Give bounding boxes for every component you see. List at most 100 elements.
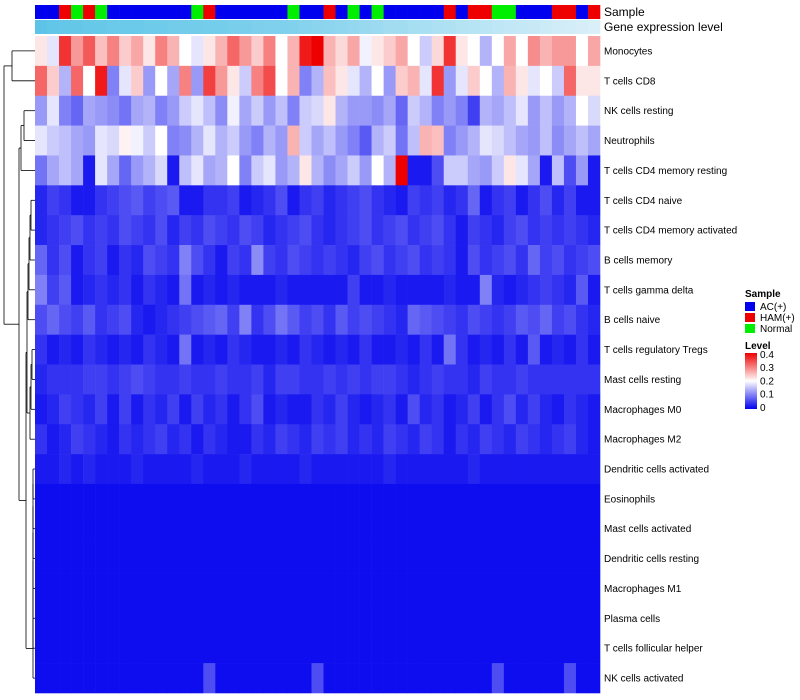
heatmap-cell bbox=[347, 394, 360, 425]
heatmap-cell bbox=[527, 36, 541, 67]
heatmap-cell bbox=[587, 543, 601, 574]
heatmap-cell bbox=[347, 36, 360, 67]
heatmap-cell bbox=[575, 603, 589, 634]
heatmap-cell bbox=[467, 95, 481, 126]
gene-expression-cell bbox=[551, 20, 565, 34]
heatmap-cell bbox=[155, 663, 168, 694]
heatmap-cell bbox=[59, 424, 72, 455]
heatmap-cell bbox=[179, 65, 192, 97]
heatmap-cell bbox=[455, 274, 469, 306]
heatmap-cell bbox=[287, 125, 300, 156]
heatmap-cell bbox=[263, 394, 276, 425]
heatmap-cell bbox=[131, 394, 144, 425]
heatmap-cell bbox=[107, 245, 120, 276]
heatmap-cell bbox=[95, 424, 108, 455]
heatmap-cell bbox=[359, 424, 372, 455]
heatmap-cell bbox=[551, 633, 565, 664]
heatmap-cell bbox=[95, 36, 108, 67]
heatmap-cell bbox=[383, 483, 396, 515]
heatmap-cell bbox=[35, 185, 48, 216]
gene-expression-cell bbox=[191, 20, 204, 34]
heatmap-cell bbox=[479, 245, 493, 276]
heatmap-cell bbox=[35, 633, 48, 664]
heatmap-cell bbox=[83, 454, 96, 485]
heatmap-cell bbox=[359, 65, 372, 97]
heatmap-cell bbox=[227, 513, 240, 544]
heatmap-cell bbox=[35, 543, 48, 574]
heatmap-cell bbox=[527, 334, 541, 365]
heatmap-cell bbox=[119, 274, 132, 306]
heatmap-cell bbox=[119, 65, 132, 97]
heatmap-cell bbox=[407, 663, 420, 694]
heatmap-cell bbox=[419, 36, 432, 67]
gene-annotation-label: Gene expression level bbox=[604, 20, 723, 34]
heatmap-cell bbox=[539, 663, 553, 694]
heatmap-cell bbox=[179, 483, 192, 515]
heatmap-cell bbox=[515, 65, 529, 97]
heatmap-cell bbox=[95, 334, 108, 365]
heatmap-cell bbox=[371, 513, 384, 544]
heatmap-cell bbox=[407, 215, 420, 246]
heatmap-cell bbox=[251, 454, 264, 485]
heatmap-cell bbox=[299, 65, 312, 97]
heatmap-cell bbox=[539, 603, 553, 634]
heatmap-cell bbox=[443, 274, 457, 306]
row-label: Dendritic cells resting bbox=[604, 554, 699, 565]
heatmap-cell bbox=[335, 185, 348, 216]
heatmap-cell bbox=[527, 454, 541, 485]
heatmap-cell bbox=[143, 95, 156, 126]
heatmap-cell bbox=[299, 573, 312, 604]
sample-annotation-cell bbox=[119, 5, 132, 19]
heatmap-cell bbox=[563, 185, 577, 216]
heatmap-cell bbox=[35, 513, 48, 544]
legend-level-tick: 0.3 bbox=[760, 363, 774, 374]
heatmap-cell bbox=[419, 603, 432, 634]
sample-annotation-cell bbox=[95, 5, 108, 19]
heatmap-cell bbox=[527, 65, 541, 97]
heatmap-cell bbox=[539, 95, 553, 126]
gene-expression-cell bbox=[95, 20, 108, 34]
heatmap-cell bbox=[539, 454, 553, 485]
heatmap-cell bbox=[203, 245, 216, 276]
heatmap-cell bbox=[311, 543, 324, 574]
heatmap-cell bbox=[107, 155, 120, 186]
heatmap-cell bbox=[143, 304, 156, 335]
heatmap-cell bbox=[359, 304, 372, 335]
heatmap-cell bbox=[527, 573, 541, 604]
heatmap-cell bbox=[431, 65, 445, 97]
heatmap-cell bbox=[143, 65, 156, 97]
heatmap-cell bbox=[47, 185, 60, 216]
heatmap-cell bbox=[227, 125, 240, 156]
heatmap-cell bbox=[35, 304, 48, 335]
heatmap-cell bbox=[527, 513, 541, 544]
sample-annotation-cell bbox=[335, 5, 348, 19]
heatmap-cell bbox=[563, 245, 577, 276]
heatmap-cell bbox=[71, 603, 84, 634]
heatmap-cell bbox=[395, 125, 408, 156]
heatmap-cell bbox=[467, 603, 481, 634]
heatmap-cell bbox=[371, 394, 384, 425]
sample-annotation-cell bbox=[347, 5, 360, 19]
heatmap-cell bbox=[479, 65, 493, 97]
heatmap-cell bbox=[383, 95, 396, 126]
heatmap-cell bbox=[215, 36, 228, 67]
sample-annotation-cell bbox=[179, 5, 192, 19]
heatmap-cell bbox=[251, 245, 264, 276]
heatmap-cell bbox=[167, 483, 180, 515]
heatmap-cell bbox=[215, 483, 228, 515]
heatmap-cell bbox=[299, 245, 312, 276]
heatmap-cell bbox=[383, 633, 396, 664]
heatmap-cell bbox=[227, 274, 240, 306]
heatmap-cell bbox=[323, 483, 336, 515]
heatmap-cell bbox=[95, 454, 108, 485]
sample-annotation-cell bbox=[311, 5, 324, 19]
heatmap-cell bbox=[527, 185, 541, 216]
heatmap-cell bbox=[383, 334, 396, 365]
heatmap-cell bbox=[131, 603, 144, 634]
heatmap-cell bbox=[515, 513, 529, 544]
heatmap-cell bbox=[191, 543, 204, 574]
heatmap-cell bbox=[275, 125, 288, 156]
heatmap-cell bbox=[239, 364, 252, 395]
heatmap-cell bbox=[143, 483, 156, 515]
heatmap-cell bbox=[35, 394, 48, 425]
